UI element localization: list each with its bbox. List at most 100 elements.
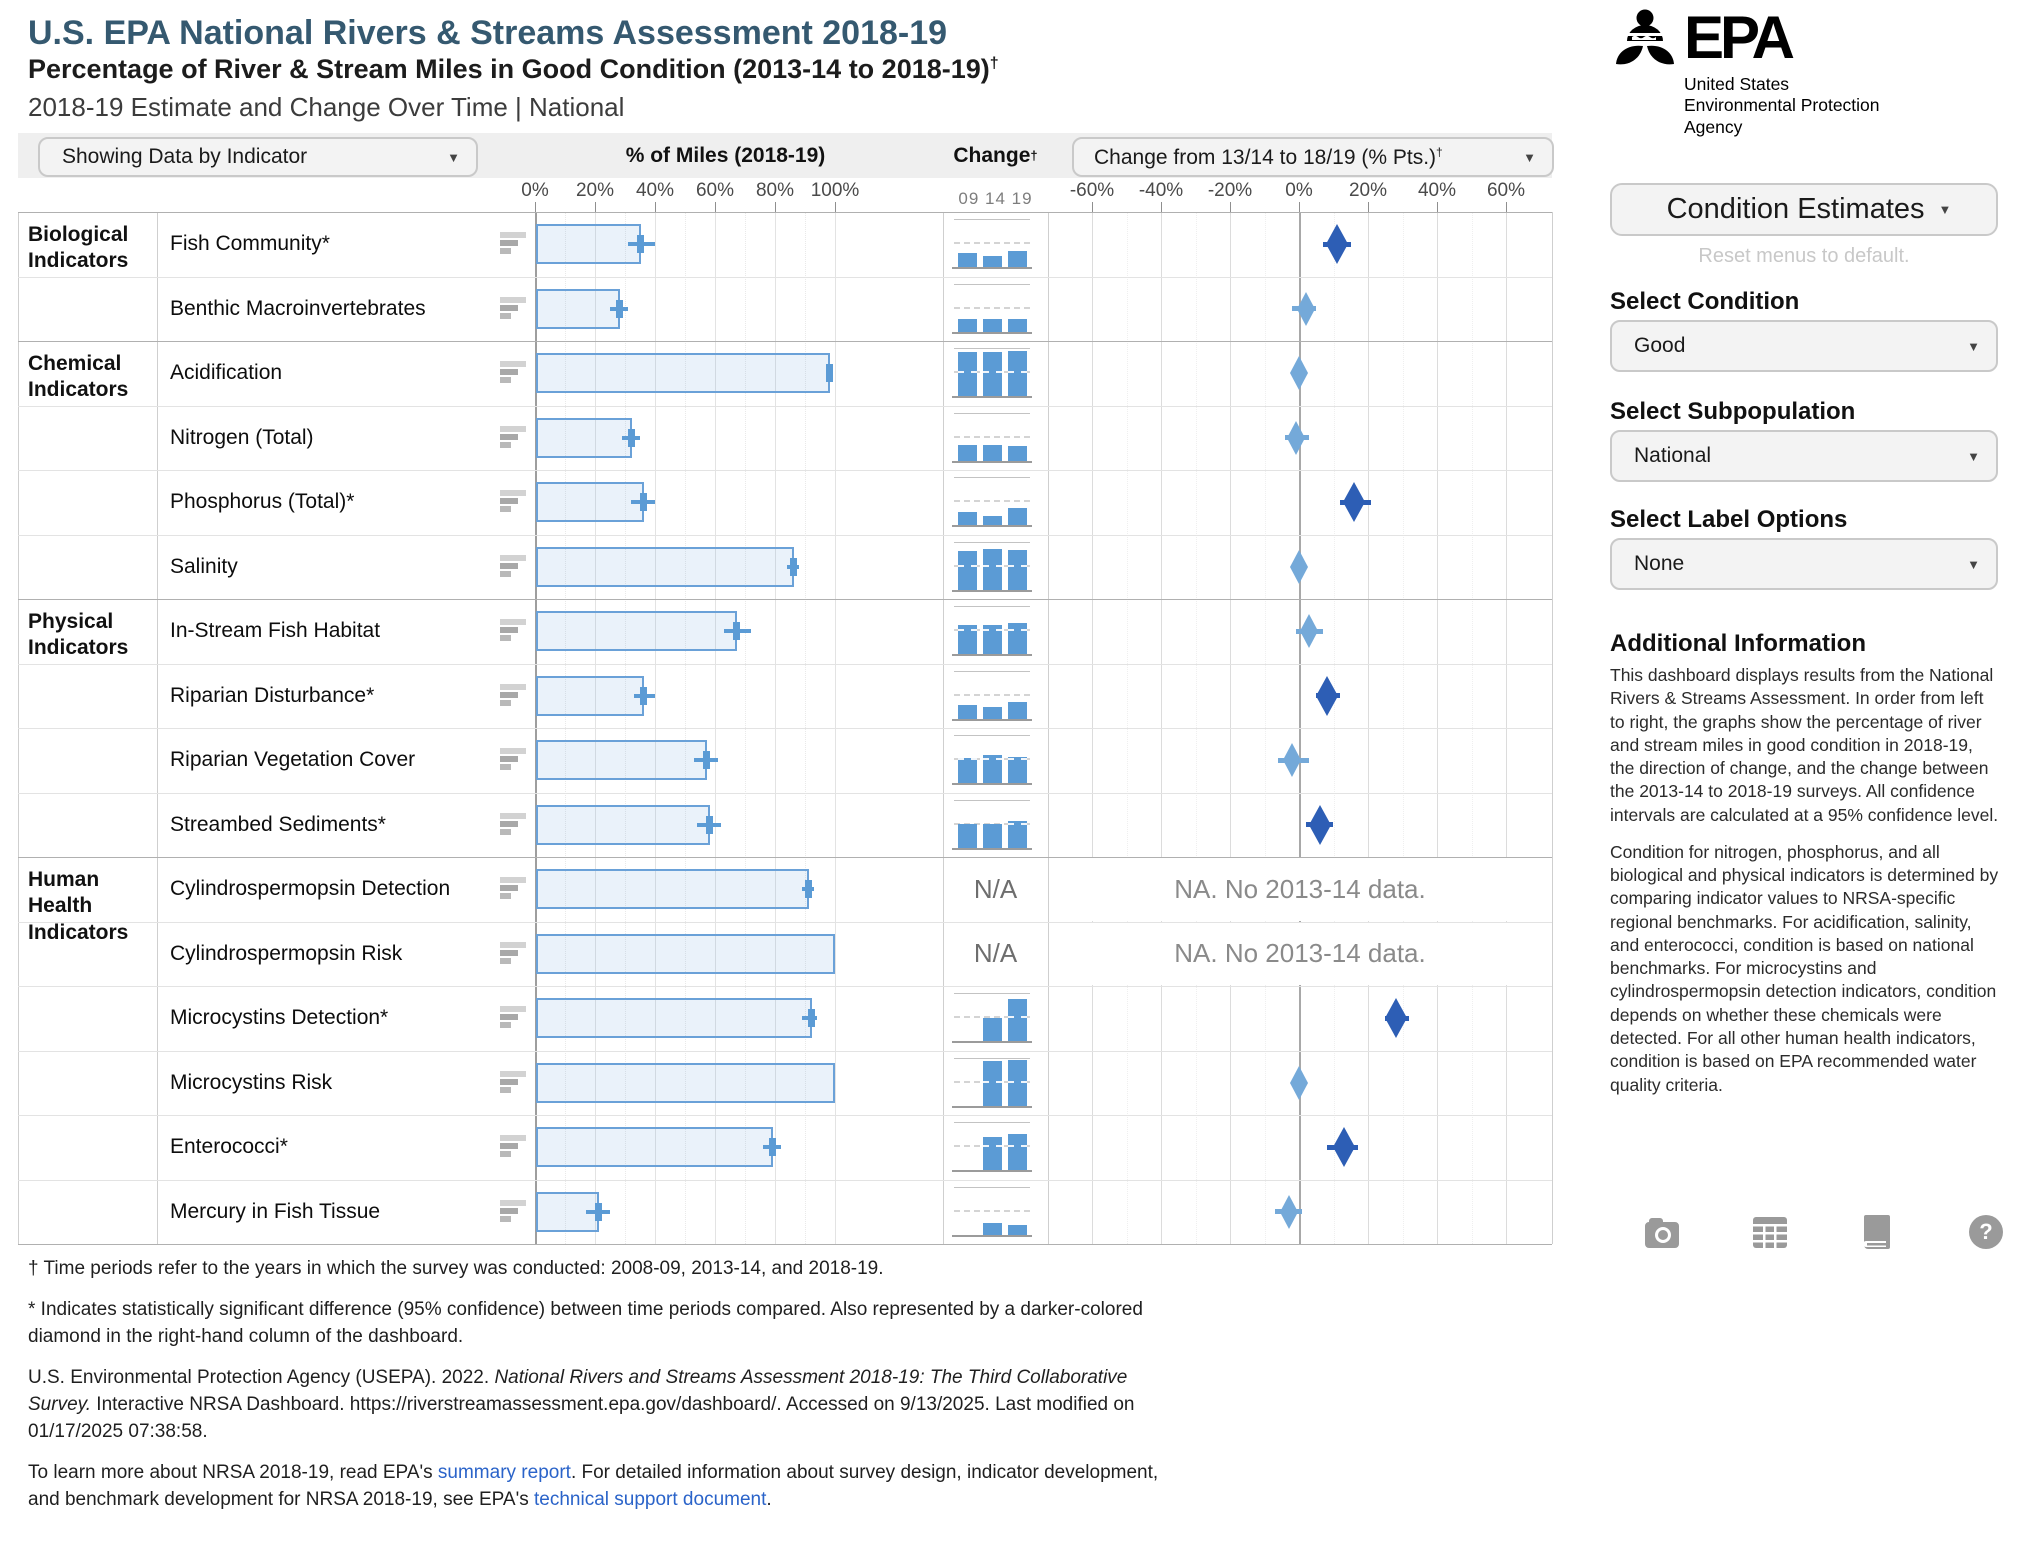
bar-chart-icon-bar [500, 1006, 526, 1013]
subpopulation-dropdown[interactable]: National ▼ [1610, 430, 1998, 482]
bar-chart-icon[interactable] [500, 232, 528, 256]
select-condition-heading: Select Condition [1610, 288, 1800, 315]
bar-chart-icon[interactable] [500, 361, 528, 385]
bar-chart-icon-bar [500, 699, 511, 706]
footnote-text: U.S. Environmental Protection Agency (US… [28, 1366, 495, 1388]
miles-axis-tick-mark [775, 202, 776, 212]
mini-chart-bar [983, 549, 1002, 590]
mini-chart-top-line [954, 1057, 1030, 1059]
bar-chart-icon-bar [500, 570, 511, 577]
bar-chart-icon-bar [500, 1070, 526, 1077]
view-description: 2018-19 Estimate and Change Over Time | … [28, 92, 625, 122]
change-period-dropdown[interactable]: Change from 13/14 to 18/19 (% Pts.)† ▼ [1072, 137, 1554, 177]
change-na-cell [944, 922, 1047, 985]
bar-chart-icon-bar [500, 1151, 511, 1158]
mini-chart-base-line [952, 1170, 1032, 1172]
change-mini-chart [952, 670, 1032, 721]
bar-chart-icon-bar [500, 377, 511, 384]
bar-chart-icon[interactable] [500, 1006, 528, 1030]
bar-chart-icon-bar [500, 1215, 511, 1222]
change-header-dagger: † [1030, 148, 1038, 163]
estimate-bar [536, 675, 644, 716]
showing-data-dropdown[interactable]: Showing Data by Indicator ▼ [38, 137, 478, 177]
mini-chart-base-line [952, 396, 1032, 398]
mini-chart-top-line [954, 993, 1030, 994]
epa-tagline-line: Environmental Protection [1684, 95, 1880, 116]
miles-column-header: % of Miles (2018-19) [625, 143, 826, 167]
change-diamond [1277, 545, 1321, 589]
miles-axis-tick-mark [595, 202, 596, 212]
change-mini-chart [952, 348, 1032, 398]
row-separator [18, 341, 1552, 342]
bar-chart-icon-bar [500, 957, 511, 964]
bar-chart-icon[interactable] [500, 425, 528, 450]
change-period-dropdown-label: Change from 13/14 to 18/19 (% Pts.)† [1094, 144, 1443, 169]
mini-chart-bar [1008, 250, 1027, 267]
mini-chart-top-line [954, 1122, 1030, 1123]
reset-menus-link[interactable]: Reset menus to default. [1698, 245, 1910, 267]
footnote-link[interactable]: summary report [437, 1461, 571, 1483]
chevron-down-icon: ▼ [1967, 448, 1980, 464]
row-separator [18, 534, 1552, 536]
mini-chart-bar-dash-overlay [1008, 758, 1027, 760]
mini-chart-base-line [952, 1234, 1032, 1237]
condition-dropdown[interactable]: Good ▼ [1610, 320, 1998, 372]
mini-chart-bar-dash-overlay [1008, 371, 1027, 373]
mini-chart-bar [1008, 1224, 1027, 1235]
help-icon[interactable]: ? [1962, 1208, 2010, 1256]
change-axis-tick-mark [1506, 202, 1507, 212]
mini-chart-base-line [952, 460, 1032, 463]
menu-selector-dropdown[interactable]: Condition Estimates ▼ [1610, 183, 1998, 236]
bar-chart-icon[interactable] [500, 748, 528, 772]
mini-chart-bar [958, 352, 977, 396]
bar-chart-icon[interactable] [500, 1135, 528, 1159]
book-icon[interactable] [1854, 1208, 1902, 1256]
bar-chart-icon[interactable] [500, 941, 528, 966]
camera-icon[interactable] [1638, 1208, 1686, 1256]
bar-chart-icon[interactable] [500, 1199, 528, 1224]
mini-chart-top-line [954, 477, 1030, 478]
footnote-text: . [766, 1488, 772, 1510]
footnote-text: To learn more about NRSA 2018-19, read E… [28, 1461, 438, 1483]
bar-chart-icon-bar [500, 949, 518, 956]
diamond-na-cell [1049, 858, 1551, 921]
row-group-label: Biological Indicators [28, 223, 129, 273]
epa-wordmark: EPA [1684, 4, 1795, 71]
miles-axis-tick-mark [715, 202, 716, 212]
bar-chart-icon-bar [500, 1078, 518, 1085]
estimate-ci-tick [769, 1138, 776, 1157]
bar-chart-icon[interactable] [500, 554, 528, 579]
mini-chart-bar-dash-overlay [983, 1145, 1002, 1147]
indicator-label: In-Stream Fish Habitat [170, 619, 381, 643]
change-diamond [1287, 609, 1331, 653]
bar-chart-icon-bar [500, 619, 526, 626]
bar-chart-icon[interactable] [500, 296, 528, 321]
bar-chart-icon[interactable] [500, 490, 528, 514]
bar-chart-icon[interactable] [500, 683, 528, 708]
bar-chart-icon-bar [500, 691, 518, 698]
indicator-label: Mercury in Fish Tissue [170, 1199, 381, 1223]
estimate-ci-tick [808, 1009, 815, 1028]
change-axis-tick-label: -60% [1069, 180, 1115, 201]
estimate-bar [536, 288, 620, 329]
change-axis-tick-label: -40% [1138, 180, 1184, 201]
footnote-link[interactable]: technical support document [534, 1488, 767, 1510]
bar-chart-icon[interactable] [500, 619, 528, 643]
bar-chart-icon[interactable] [500, 877, 528, 901]
change-diamond-significant [1298, 803, 1342, 847]
bar-chart-icon[interactable] [500, 812, 528, 837]
footnote-paragraph: † Time periods refer to the years in whi… [28, 1256, 1168, 1283]
row-separator [18, 1244, 1552, 1245]
table-icon[interactable] [1746, 1208, 1794, 1256]
change-diamond [1270, 738, 1314, 782]
estimate-ci-tick [733, 622, 740, 641]
additional-info-heading: Additional Information [1610, 630, 1866, 657]
change-axis-tick-mark [1368, 202, 1369, 212]
label-options-dropdown[interactable]: None ▼ [1610, 538, 1998, 590]
bar-chart-icon-bar [500, 828, 511, 835]
mini-chart-bar [1008, 820, 1027, 848]
mini-chart-bar [983, 755, 1002, 783]
epa-tagline-line: Agency [1684, 116, 1743, 137]
bar-chart-icon[interactable] [500, 1070, 528, 1095]
